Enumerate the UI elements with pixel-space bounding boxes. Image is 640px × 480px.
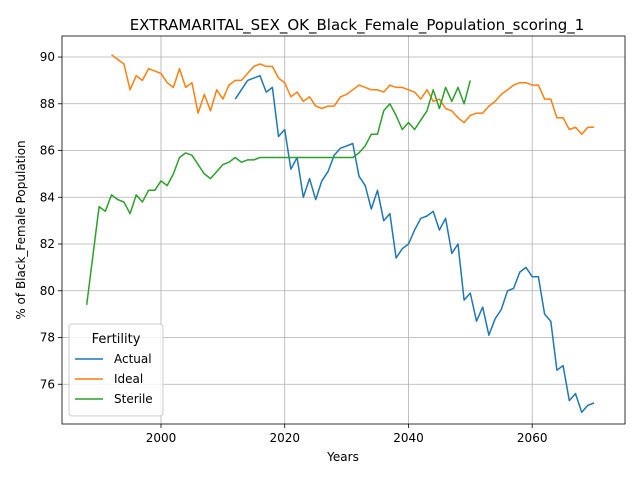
x-axis-ticks: 2000 2020 2040 2060: [146, 424, 548, 445]
legend-label-actual: Actual: [114, 352, 152, 366]
y-tick-label: 80: [40, 284, 55, 298]
series-line-ideal: [111, 54, 595, 135]
series-line-sterile: [85, 80, 472, 305]
y-axis-ticks: 76 78 80 82 84 86 88 90: [40, 50, 62, 391]
legend-label-ideal: Ideal: [114, 372, 143, 386]
y-tick-label: 86: [40, 144, 55, 158]
y-tick-label: 78: [40, 331, 55, 345]
x-tick-label: 2000: [146, 431, 177, 445]
x-tick-label: 2040: [393, 431, 424, 445]
y-tick-label: 82: [40, 237, 55, 251]
x-tick-label: 2060: [517, 431, 548, 445]
y-tick-label: 84: [40, 190, 55, 204]
y-axis-label: % of Black_Female Population: [14, 140, 28, 319]
legend-title: Fertility: [92, 332, 141, 347]
chart-title: EXTRAMARITAL_SEX_OK_Black_Female_Populat…: [130, 16, 585, 35]
x-axis-label: Years: [326, 450, 359, 464]
legend: Fertility Actual Ideal Sterile: [68, 323, 164, 417]
plot-frame: [61, 35, 626, 425]
y-tick-label: 76: [40, 377, 55, 391]
y-tick-label: 88: [40, 97, 55, 111]
series-line-actual: [234, 74, 595, 414]
x-tick-label: 2020: [269, 431, 300, 445]
y-tick-label: 90: [40, 50, 55, 64]
series-lines: [85, 54, 595, 414]
legend-label-sterile: Sterile: [114, 392, 153, 406]
legend-box: [68, 323, 164, 417]
